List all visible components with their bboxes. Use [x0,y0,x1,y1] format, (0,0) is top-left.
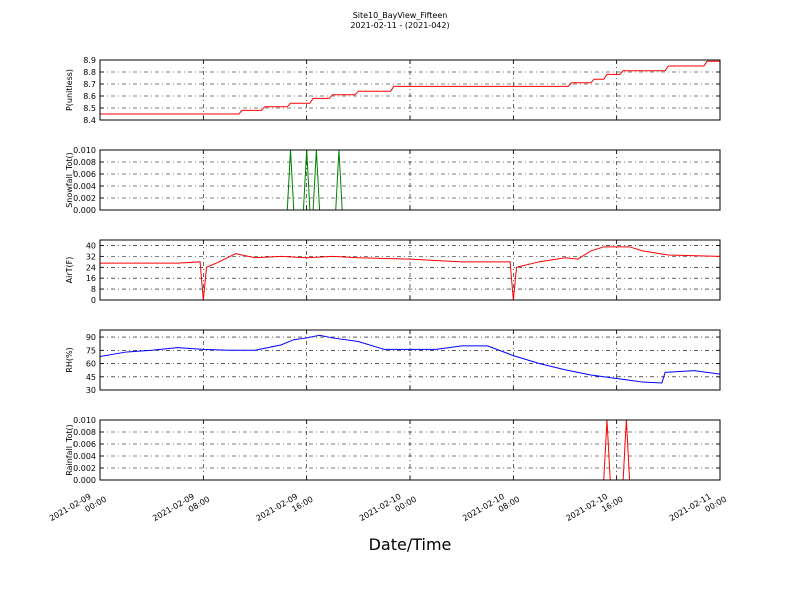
y-tick-label: 0.010 [73,416,96,425]
y-tick-label: 8.7 [83,80,96,89]
y-tick-label: 30 [86,386,96,395]
data-line [100,150,720,210]
y-tick-label: 0.006 [73,440,96,449]
y-tick-label: 0.000 [73,206,96,215]
x-tick-label: 2021-02-0908:00 [151,486,211,532]
x-tick-label: 2021-02-1008:00 [461,486,521,532]
data-line [100,334,720,384]
x-tick-label: 2021-02-1100:00 [668,486,728,532]
y-tick-label: 0.008 [73,428,96,437]
y-tick-label: 24 [86,263,96,272]
y-tick-label: 8.4 [83,116,96,125]
data-line [100,60,720,115]
chart-title: Site10_BayView_Fifteen [353,11,448,20]
y-axis-label: P(unitless) [65,69,74,111]
y-tick-label: 0.002 [73,464,96,473]
panel: 30 45 60 75 90 RH(%) [65,329,721,395]
y-axis-label: AirT(F) [65,257,74,284]
plot-frame [99,239,721,301]
y-tick-label: 0.000 [73,476,96,485]
x-tick-label: 2021-02-1016:00 [565,486,625,532]
y-tick-label: 8.5 [83,104,96,113]
plot-frame [99,149,721,211]
y-tick-label: 8.6 [83,92,96,101]
y-tick-label: 40 [86,241,96,250]
x-axis-label: Date/Time [369,535,452,554]
y-tick-label: 8 [91,285,96,294]
y-tick-label: 16 [86,274,96,283]
y-tick-label: 0.006 [73,170,96,179]
chart-subtitle: 2021-02-11 - (2021-042) [350,21,449,30]
data-line [100,246,720,300]
y-tick-label: 0.008 [73,158,96,167]
y-tick-label: 0.010 [73,146,96,155]
y-tick-label: 0 [91,296,96,305]
x-tick-label: 2021-02-0900:00 [48,486,108,532]
y-tick-label: 0.002 [73,194,96,203]
y-axis-label: Rainfall_Tot() [65,424,74,476]
y-tick-label: 0.004 [73,452,96,461]
y-tick-label: 0.004 [73,182,96,191]
plot-frame [99,59,721,121]
plot-frame [99,329,721,391]
y-axis-label: RH(%) [65,347,74,372]
data-line [100,420,720,480]
y-tick-label: 90 [86,333,96,342]
x-tick-label: 2021-02-1000:00 [358,486,418,532]
y-tick-label: 60 [86,360,96,369]
y-tick-label: 45 [86,373,96,382]
y-tick-label: 32 [86,252,96,261]
panel: 8.4 8.5 8.6 8.7 8.8 8.9 P(unitless) [65,56,721,125]
y-tick-label: 75 [86,346,96,355]
y-tick-label: 8.9 [83,56,96,65]
plot-frame [99,419,721,481]
x-tick-label: 2021-02-0916:00 [255,486,315,532]
y-axis-label: Snowfall_Tot() [65,152,74,208]
panel: 0.000 0.002 0.004 0.006 0.008 0.010Snowfall_T… [65,146,721,215]
panel: 0.000 0.002 0.004 0.006 0.008 0.010Rainfall_T… [65,416,721,485]
panel: 0 8 16 24 32 40 AirT(F) [65,239,721,305]
y-tick-label: 8.8 [83,68,96,77]
